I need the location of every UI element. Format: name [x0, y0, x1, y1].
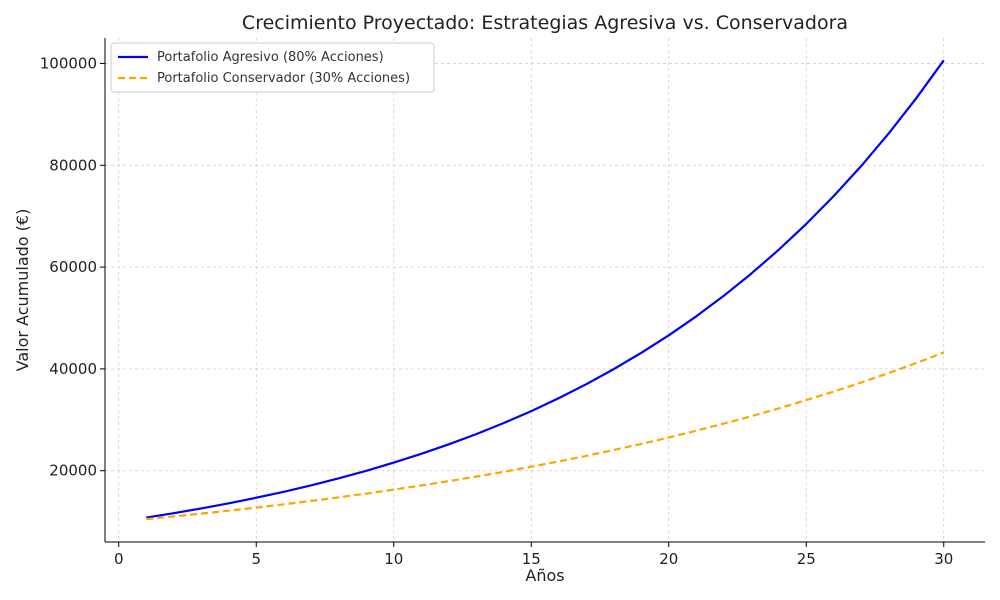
legend-label-conservative: Portafolio Conservador (30% Acciones)	[157, 71, 410, 86]
series-line-conservative	[146, 351, 945, 521]
legend: Portafolio Agresivo (80% Acciones) Porta…	[110, 42, 435, 93]
legend-label-aggressive: Portafolio Agresivo (80% Acciones)	[157, 50, 384, 65]
x-tick-label: 10	[384, 550, 403, 568]
x-tick-label: 5	[251, 550, 261, 568]
axes	[104, 38, 985, 543]
x-axis-label: Años	[525, 566, 564, 585]
grid	[105, 38, 985, 542]
x-tick-label: 0	[114, 550, 124, 568]
series-lines	[146, 59, 945, 521]
x-axis-ticks: 0 5 10 15 20 25 30	[114, 542, 953, 568]
x-tick-label: 25	[797, 550, 816, 568]
y-tick-label: 60000	[49, 258, 97, 276]
x-tick-label: 15	[522, 550, 541, 568]
y-axis-ticks: 20000 40000 60000 80000 100000	[40, 54, 105, 480]
x-tick-label: 30	[934, 550, 953, 568]
legend-box	[110, 42, 435, 93]
y-tick-label: 80000	[49, 156, 97, 174]
y-tick-label: 40000	[49, 360, 97, 378]
y-axis-label: Valor Acumulado (€)	[13, 209, 32, 372]
y-tick-label: 100000	[40, 54, 97, 72]
chart-title: Crecimiento Proyectado: Estrategias Agre…	[242, 12, 848, 34]
series-line-aggressive	[146, 59, 945, 519]
y-tick-label: 20000	[49, 462, 97, 480]
x-tick-label: 20	[659, 550, 678, 568]
